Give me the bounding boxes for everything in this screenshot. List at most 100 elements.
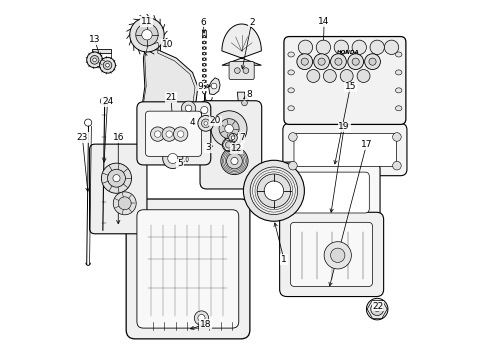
Circle shape	[201, 119, 210, 128]
Circle shape	[118, 197, 131, 210]
FancyBboxPatch shape	[126, 199, 249, 339]
Circle shape	[234, 68, 240, 73]
Polygon shape	[140, 39, 198, 164]
Circle shape	[374, 307, 379, 312]
Circle shape	[330, 54, 346, 69]
Text: 8: 8	[245, 90, 251, 99]
Circle shape	[107, 169, 125, 187]
Circle shape	[101, 163, 131, 193]
FancyBboxPatch shape	[145, 111, 201, 156]
Circle shape	[90, 55, 99, 64]
Circle shape	[221, 147, 247, 175]
Text: 1: 1	[281, 255, 286, 264]
Circle shape	[243, 68, 248, 73]
Circle shape	[351, 40, 366, 54]
Text: 9: 9	[198, 82, 203, 91]
Text: 23: 23	[77, 133, 88, 142]
Text: 15: 15	[344, 82, 355, 91]
Circle shape	[163, 148, 183, 168]
Circle shape	[173, 127, 187, 141]
Circle shape	[113, 175, 120, 182]
Circle shape	[334, 58, 341, 65]
FancyBboxPatch shape	[293, 134, 396, 166]
Polygon shape	[196, 101, 210, 118]
Circle shape	[347, 54, 363, 69]
Ellipse shape	[185, 157, 188, 162]
Text: 16: 16	[112, 133, 124, 142]
Circle shape	[136, 23, 158, 46]
FancyBboxPatch shape	[137, 102, 210, 165]
Text: 22: 22	[371, 302, 383, 311]
Circle shape	[150, 127, 164, 141]
Circle shape	[198, 116, 213, 131]
Circle shape	[384, 40, 398, 54]
Circle shape	[203, 122, 207, 125]
Circle shape	[113, 192, 136, 215]
Ellipse shape	[395, 106, 401, 111]
Circle shape	[185, 105, 191, 112]
FancyBboxPatch shape	[290, 222, 372, 287]
Circle shape	[301, 58, 308, 65]
Circle shape	[368, 58, 375, 65]
Circle shape	[226, 153, 242, 169]
Ellipse shape	[395, 70, 401, 75]
Polygon shape	[237, 92, 248, 107]
Text: 6: 6	[200, 18, 206, 27]
Circle shape	[231, 136, 234, 139]
Circle shape	[243, 160, 304, 221]
Circle shape	[142, 30, 152, 40]
Circle shape	[296, 54, 312, 69]
FancyBboxPatch shape	[137, 210, 238, 328]
Polygon shape	[222, 24, 261, 65]
Circle shape	[306, 69, 319, 82]
Circle shape	[250, 167, 297, 215]
FancyBboxPatch shape	[200, 101, 261, 189]
Circle shape	[165, 131, 172, 137]
Text: 11: 11	[141, 17, 152, 26]
Polygon shape	[208, 78, 220, 95]
Ellipse shape	[287, 70, 294, 75]
Ellipse shape	[287, 106, 294, 111]
Circle shape	[330, 248, 344, 262]
FancyBboxPatch shape	[279, 212, 383, 297]
Ellipse shape	[287, 88, 294, 93]
Text: 3: 3	[204, 143, 210, 152]
Circle shape	[211, 111, 246, 147]
Circle shape	[241, 100, 247, 106]
Circle shape	[198, 315, 204, 321]
Circle shape	[356, 69, 369, 82]
Circle shape	[230, 157, 238, 165]
Text: 24: 24	[102, 97, 113, 106]
Circle shape	[194, 311, 208, 325]
Circle shape	[392, 161, 400, 170]
Circle shape	[324, 242, 351, 269]
Text: 20: 20	[209, 116, 220, 125]
Ellipse shape	[395, 88, 401, 93]
Circle shape	[86, 52, 102, 68]
Circle shape	[228, 134, 237, 142]
Ellipse shape	[395, 52, 401, 57]
Circle shape	[333, 40, 348, 54]
Circle shape	[222, 138, 235, 151]
Text: 19: 19	[338, 122, 349, 131]
Circle shape	[392, 133, 400, 141]
Circle shape	[288, 161, 297, 170]
Text: 14: 14	[318, 17, 329, 26]
FancyBboxPatch shape	[282, 123, 406, 176]
Circle shape	[317, 58, 325, 65]
Circle shape	[167, 153, 178, 163]
Circle shape	[370, 303, 383, 316]
FancyBboxPatch shape	[279, 162, 379, 223]
FancyBboxPatch shape	[284, 37, 405, 125]
Circle shape	[201, 107, 207, 114]
Circle shape	[105, 63, 109, 67]
Text: 18: 18	[200, 320, 211, 329]
Circle shape	[154, 131, 161, 137]
FancyBboxPatch shape	[290, 172, 368, 213]
Circle shape	[288, 133, 297, 141]
Circle shape	[211, 83, 217, 89]
Ellipse shape	[184, 154, 189, 165]
FancyBboxPatch shape	[89, 144, 147, 234]
Circle shape	[257, 174, 290, 207]
Circle shape	[103, 61, 112, 69]
